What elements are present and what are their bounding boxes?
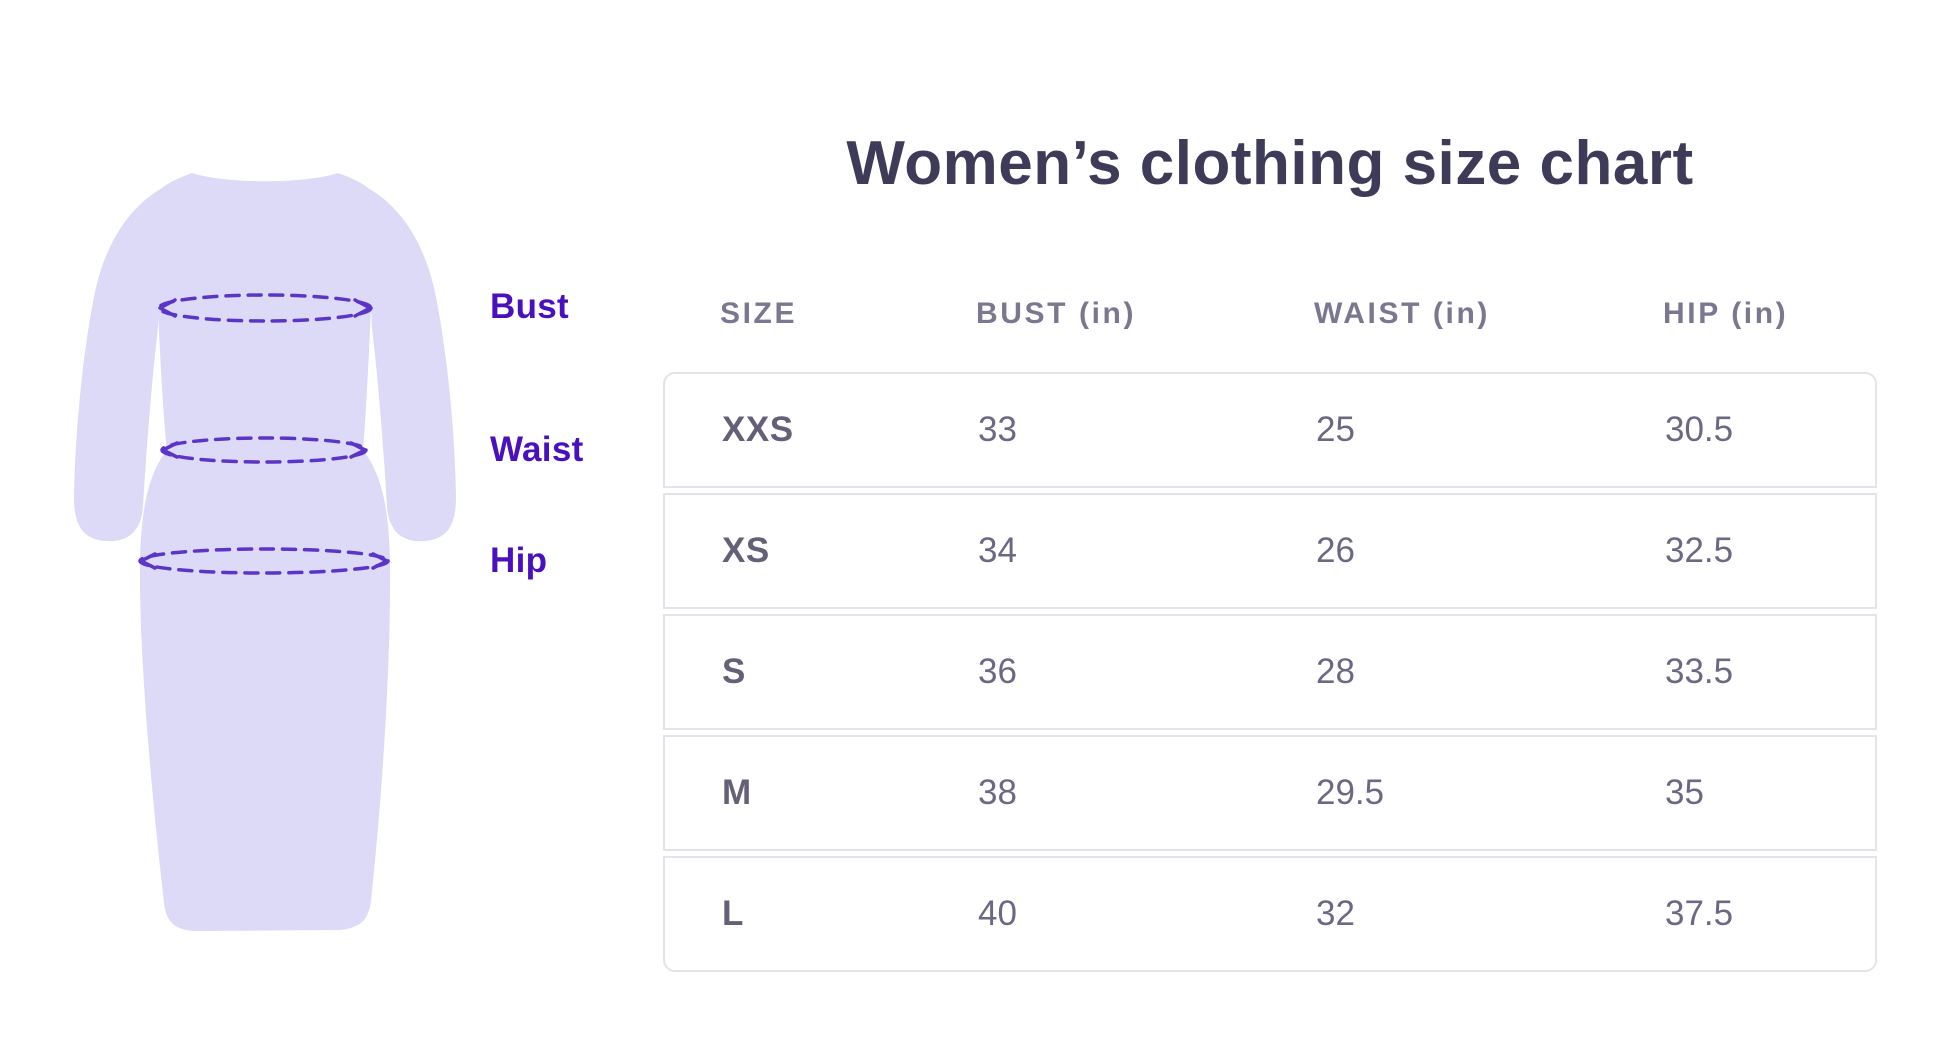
hip-measure-ellipse — [138, 547, 390, 575]
waist-label: Waist — [490, 430, 584, 469]
bust-cell: 33 — [978, 410, 1017, 449]
dress-silhouette — [139, 173, 391, 931]
left-sleeve — [74, 178, 185, 542]
hip-cell: 33.5 — [1665, 652, 1734, 691]
size-table: XXS 33 25 30.5 XS 34 26 32.5 S 36 28 33.… — [663, 372, 1877, 972]
size-cell: M — [722, 773, 752, 812]
hip-cell: 37.5 — [1665, 894, 1734, 933]
waist-cell: 25 — [1316, 410, 1355, 449]
table-row-s: S 36 28 33.5 — [663, 614, 1877, 730]
dress-illustration — [74, 173, 456, 931]
waist-cell: 26 — [1316, 531, 1355, 570]
right-sleeve — [345, 178, 456, 542]
hip-cell: 30.5 — [1665, 410, 1734, 449]
bust-cell: 36 — [978, 652, 1017, 691]
table-row-xxs: XXS 33 25 30.5 — [663, 372, 1877, 488]
size-cell: S — [722, 652, 746, 691]
waist-measure-ellipse — [160, 436, 368, 464]
size-cell: XXS — [722, 410, 794, 449]
table-header-row: SIZE BUST (in) WAIST (in) HIP (in) — [663, 297, 1877, 331]
table-row-l: L 40 32 37.5 — [663, 856, 1877, 972]
waist-cell: 32 — [1316, 894, 1355, 933]
page-title: Women’s clothing size chart — [846, 129, 1694, 198]
bust-label: Bust — [490, 287, 569, 326]
bust-cell: 40 — [978, 894, 1017, 933]
size-cell: XS — [722, 531, 770, 570]
bust-measure-ellipse — [157, 293, 373, 323]
size-cell: L — [722, 894, 744, 933]
header-hip: HIP (in) — [1663, 297, 1789, 330]
table-row-m: M 38 29.5 35 — [663, 735, 1877, 851]
hip-cell: 32.5 — [1665, 531, 1734, 570]
waist-cell: 29.5 — [1316, 773, 1385, 812]
hip-label: Hip — [490, 541, 548, 580]
header-size: SIZE — [720, 297, 798, 330]
waist-cell: 28 — [1316, 652, 1355, 691]
hip-cell: 35 — [1665, 773, 1704, 812]
header-bust: BUST (in) — [976, 297, 1137, 330]
bust-cell: 34 — [978, 531, 1017, 570]
header-waist: WAIST (in) — [1314, 297, 1490, 330]
bust-cell: 38 — [978, 773, 1017, 812]
table-row-xs: XS 34 26 32.5 — [663, 493, 1877, 609]
